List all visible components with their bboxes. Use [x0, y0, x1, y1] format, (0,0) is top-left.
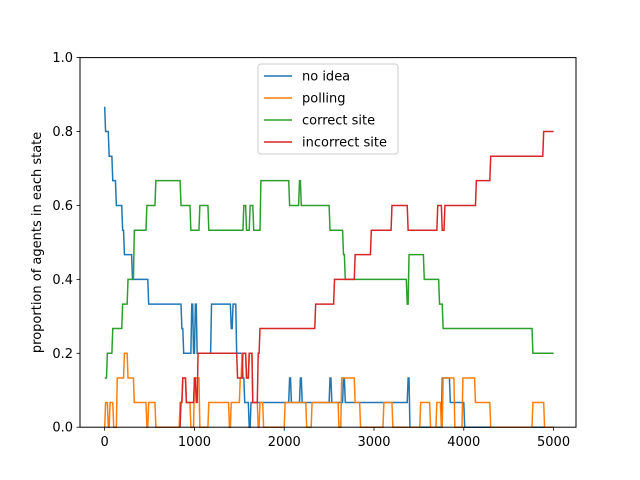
x-tick-label: 0 — [101, 435, 109, 450]
legend: no idea polling correct site incorrect site — [257, 63, 399, 155]
legend-label: polling — [302, 92, 346, 107]
series-line-3 — [179, 130, 554, 428]
series-layer — [103, 106, 554, 428]
y-tick-label: 0.0 — [52, 421, 73, 436]
legend-label: incorrect site — [302, 136, 387, 151]
x-tick-label: 3000 — [357, 435, 390, 450]
y-axis-title: proportion of agents in each state — [30, 132, 45, 353]
x-tick-label: 2000 — [268, 435, 301, 450]
x-axis: 0 1000 2000 3000 4000 5000 — [101, 427, 570, 450]
plot-frame — [79, 57, 577, 428]
legend-label: no idea — [302, 70, 350, 85]
x-tick-label: 5000 — [537, 435, 570, 450]
y-tick-label: 0.6 — [52, 199, 73, 214]
x-tick-label: 1000 — [178, 435, 211, 450]
y-axis: 0.0 0.2 0.4 0.6 0.8 1.0 — [52, 51, 80, 436]
y-tick-label: 0.2 — [52, 347, 73, 362]
legend-box — [257, 63, 399, 155]
series-line-2 — [104, 179, 554, 379]
x-tick-label: 4000 — [447, 435, 480, 450]
y-tick-label: 0.8 — [52, 125, 73, 140]
legend-label: correct site — [302, 114, 375, 129]
y-tick-label: 0.4 — [52, 273, 73, 288]
y-tick-label: 1.0 — [52, 51, 73, 66]
